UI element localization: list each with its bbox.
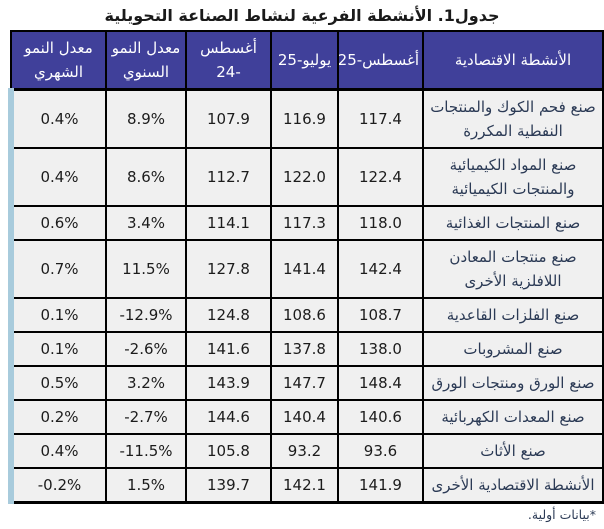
cell-annual: 1.5% (105, 467, 187, 504)
cell-aug25: 122.4 (337, 147, 424, 207)
cell-annual: -2.7% (105, 399, 187, 435)
table-row: صنع المعدات الكهربائية 140.6 140.4 144.6 -2.… (8, 399, 604, 435)
table-row: الأنشطة الاقتصادية الأخرى 141.9 142.1 139.7… (8, 467, 604, 504)
cell-jul25: 140.4 (270, 399, 339, 435)
cell-aug25: 108.7 (337, 297, 424, 333)
cell-monthly: 0.4% (8, 88, 107, 149)
cell-annual: 8.6% (105, 147, 187, 207)
column-header-activity: الأنشطة الاقتصادية (422, 30, 604, 91)
table-row: صنع المنتجات الغذائية 118.0 117.3 114.1 3.4%… (8, 205, 604, 241)
activity-cell: صنع فحم الكوك والمنتجات النفطية المكررة (422, 88, 604, 149)
cell-jul25: 108.6 (270, 297, 339, 333)
cell-aug25: 138.0 (337, 331, 424, 367)
column-header-jul25: يوليو-25 (270, 30, 339, 91)
cell-aug25: 118.0 (337, 205, 424, 241)
cell-jul25: 116.9 (270, 88, 339, 149)
table-header-row: الأنشطة الاقتصادية أغسطس-25 يوليو-25 أغسطس … (10, 30, 604, 91)
cell-jul25: 122.0 (270, 147, 339, 207)
cell-jul25: 93.2 (270, 433, 339, 469)
column-header-annual: معدل النمو السنوي (105, 30, 187, 91)
column-header-monthly: معدل النمو الشهري (10, 30, 107, 91)
cell-aug24: 143.9 (185, 365, 272, 401)
cell-aug24: 141.6 (185, 331, 272, 367)
manufacturing-subactivities-table: الأنشطة الاقتصادية أغسطس-25 يوليو-25 أغسطس … (8, 30, 604, 504)
activity-cell: صنع منتجات المعادن اللافلزية الأخرى (422, 239, 604, 299)
cell-jul25: 117.3 (270, 205, 339, 241)
activity-cell: صنع الورق ومنتجات الورق (422, 365, 604, 401)
table-row: صنع الورق ومنتجات الورق 148.4 147.7 143.9 3.… (8, 365, 604, 401)
table-row: صنع الأثاث 93.6 93.2 105.8 -11.5% 0.4% (8, 433, 604, 469)
cell-aug24: 144.6 (185, 399, 272, 435)
cell-annual: 11.5% (105, 239, 187, 299)
cell-annual: 8.9% (105, 88, 187, 149)
cell-aug25: 117.4 (337, 88, 424, 149)
cell-aug25: 148.4 (337, 365, 424, 401)
cell-annual: -11.5% (105, 433, 187, 469)
cell-annual: 3.4% (105, 205, 187, 241)
column-header-aug25: أغسطس-25 (337, 30, 424, 91)
cell-aug24: 139.7 (185, 467, 272, 504)
cell-aug24: 124.8 (185, 297, 272, 333)
cell-monthly: 0.5% (8, 365, 107, 401)
activity-cell: الأنشطة الاقتصادية الأخرى (422, 467, 604, 504)
cell-jul25: 141.4 (270, 239, 339, 299)
cell-aug24: 107.9 (185, 88, 272, 149)
cell-monthly: 0.6% (8, 205, 107, 241)
cell-aug24: 112.7 (185, 147, 272, 207)
table-row: صنع المشروبات 138.0 137.8 141.6 -2.6% 0.1% (8, 331, 604, 367)
cell-monthly: 0.7% (8, 239, 107, 299)
cell-annual: -2.6% (105, 331, 187, 367)
table-row: صنع فحم الكوك والمنتجات النفطية المكررة 1… (8, 88, 604, 149)
cell-aug24: 114.1 (185, 205, 272, 241)
cell-jul25: 142.1 (270, 467, 339, 504)
activity-cell: صنع المواد الكيميائية والمنتجات الكيميائ… (422, 147, 604, 207)
cell-jul25: 147.7 (270, 365, 339, 401)
cell-annual: 3.2% (105, 365, 187, 401)
cell-aug24: 105.8 (185, 433, 272, 469)
column-header-aug24: أغسطس -24 (185, 30, 272, 91)
cell-annual: -12.9% (105, 297, 187, 333)
cell-aug25: 142.4 (337, 239, 424, 299)
activity-cell: صنع المشروبات (422, 331, 604, 367)
activity-cell: صنع المنتجات الغذائية (422, 205, 604, 241)
activity-cell: صنع المعدات الكهربائية (422, 399, 604, 435)
cell-monthly: 0.4% (8, 147, 107, 207)
table-title: جدول1. الأنشطة الفرعية لنشاط الصناعة الت… (104, 6, 500, 25)
cell-aug25: 141.9 (337, 467, 424, 504)
cell-aug25: 93.6 (337, 433, 424, 469)
cell-monthly: 0.1% (8, 331, 107, 367)
table-row: صنع الفلزات القاعدية 108.7 108.6 124.8 -12.9… (8, 297, 604, 333)
cell-monthly: -0.2% (8, 467, 107, 504)
cell-aug25: 140.6 (337, 399, 424, 435)
footnote: *بيانات أولية. (527, 507, 596, 522)
cell-monthly: 0.2% (8, 399, 107, 435)
cell-aug24: 127.8 (185, 239, 272, 299)
cell-monthly: 0.1% (8, 297, 107, 333)
cell-monthly: 0.4% (8, 433, 107, 469)
cell-jul25: 137.8 (270, 331, 339, 367)
table-row: صنع منتجات المعادن اللافلزية الأخرى 142.4… (8, 239, 604, 299)
table-row: صنع المواد الكيميائية والمنتجات الكيميائ… (8, 147, 604, 207)
activity-cell: صنع الأثاث (422, 433, 604, 469)
activity-cell: صنع الفلزات القاعدية (422, 297, 604, 333)
